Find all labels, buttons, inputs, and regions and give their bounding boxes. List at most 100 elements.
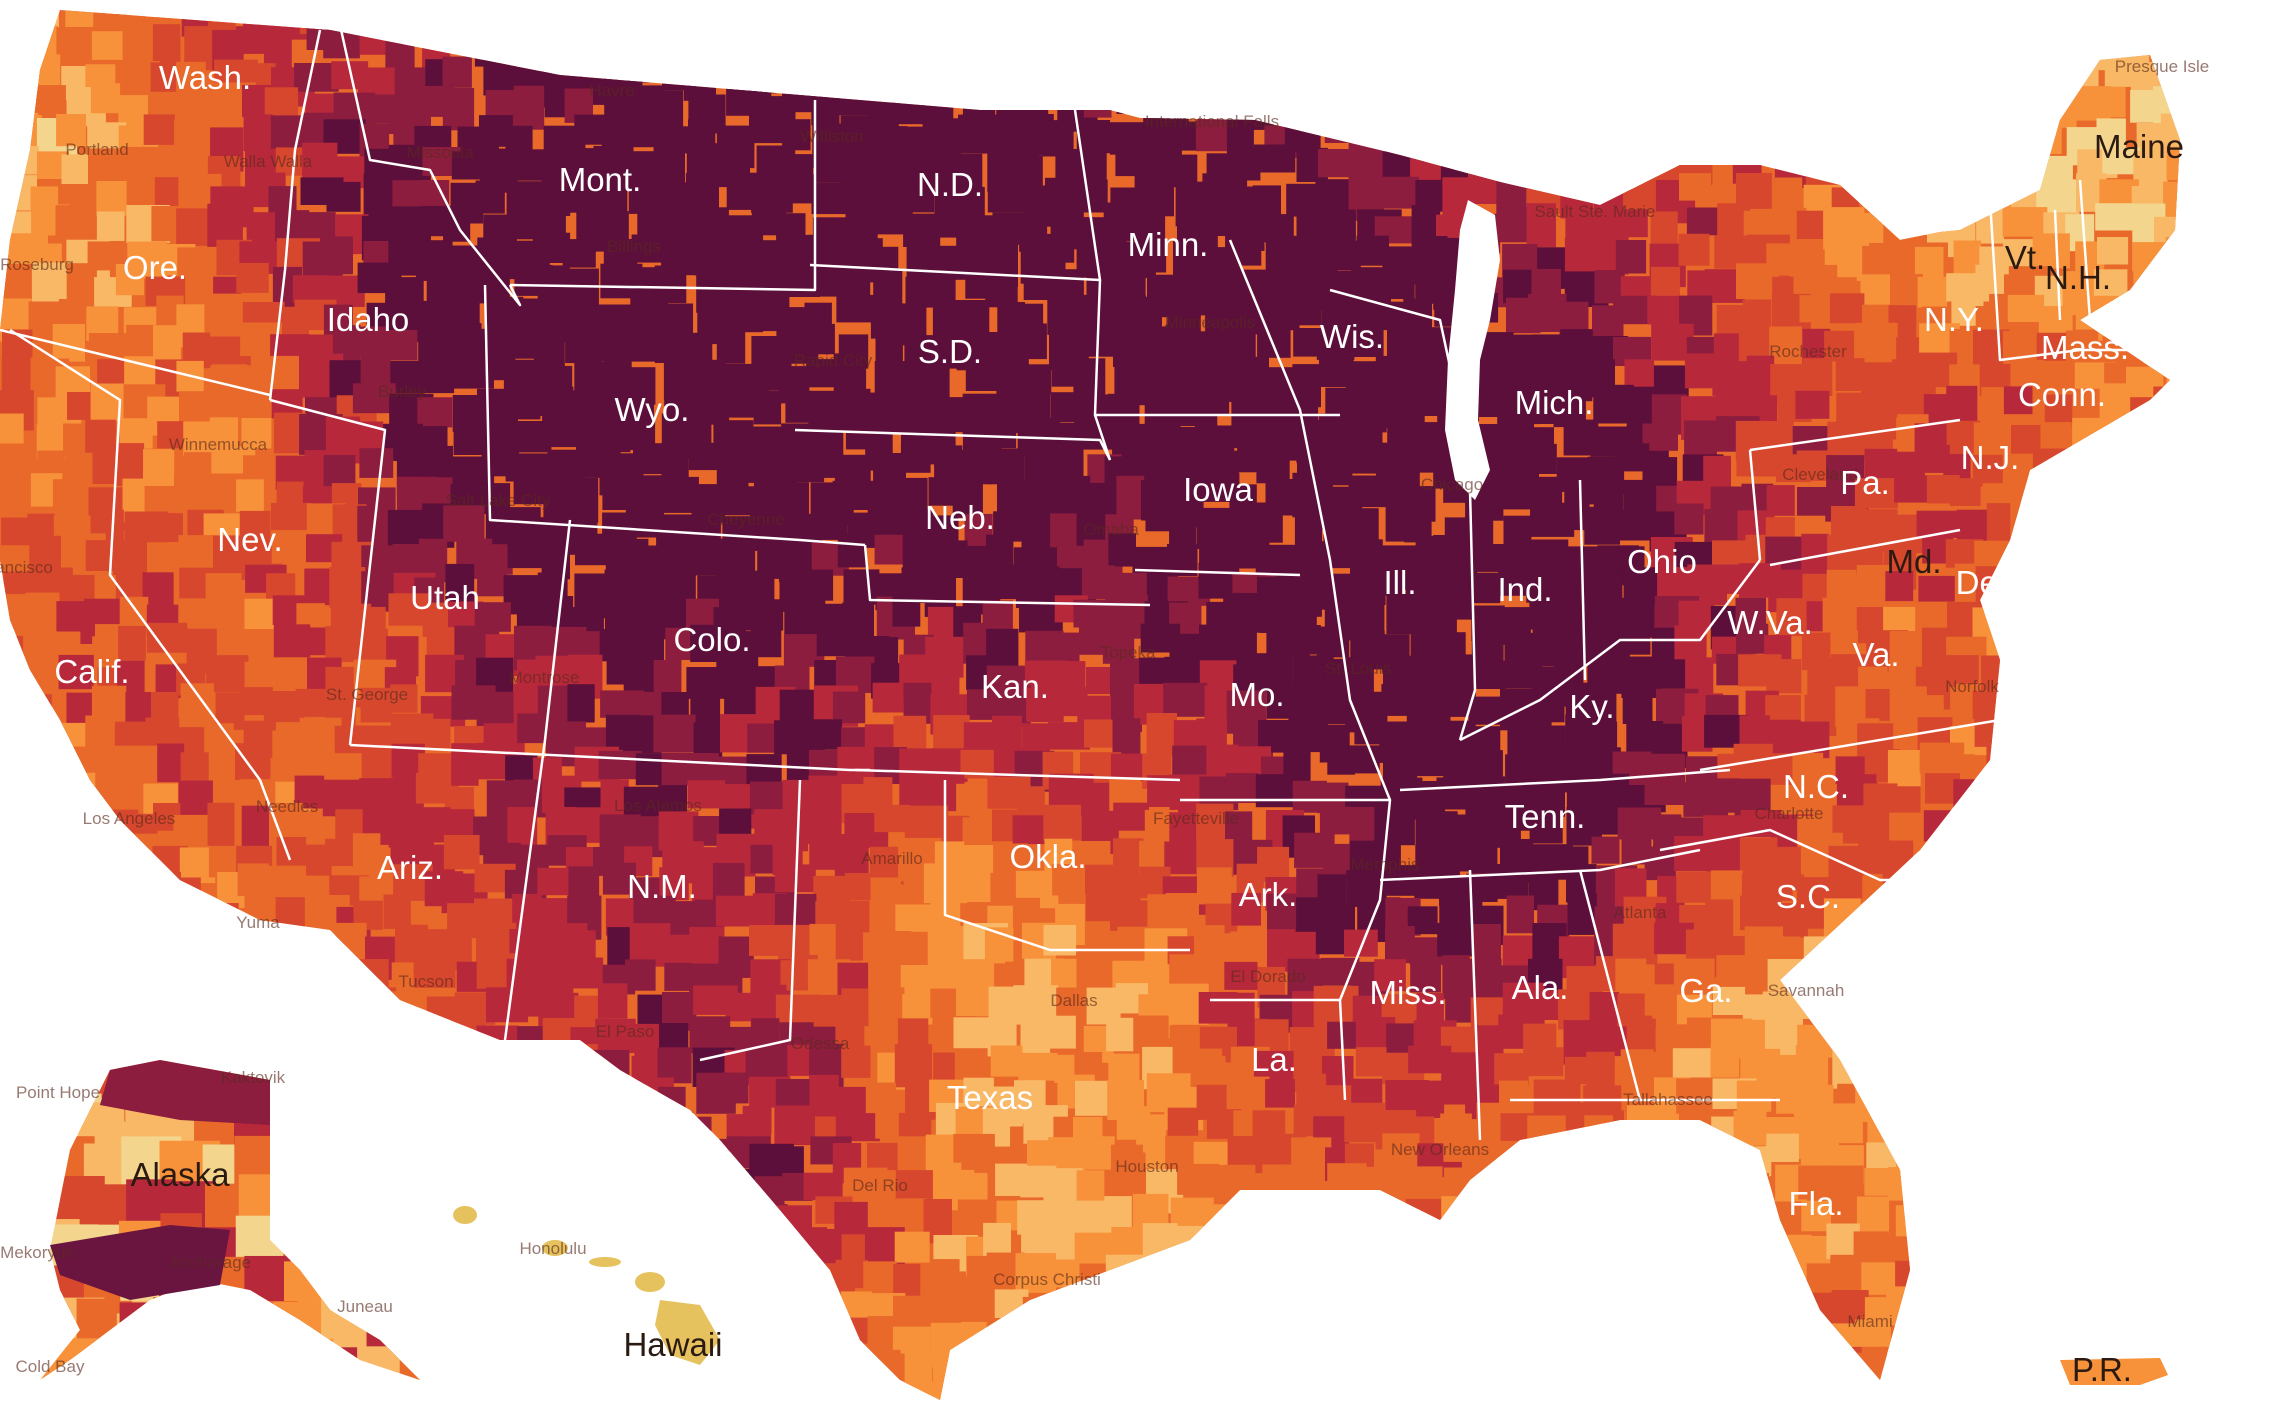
us-county-cell xyxy=(451,151,481,180)
us-county-cell xyxy=(86,992,121,1026)
us-county-cell xyxy=(477,1081,522,1124)
us-county-cell xyxy=(840,31,884,76)
us-county-cell xyxy=(2191,233,2235,264)
us-county-cell xyxy=(569,1115,603,1159)
us-county-cell xyxy=(1860,274,1890,311)
us-county-cell xyxy=(1885,1075,1919,1114)
us-county-cell xyxy=(2071,1074,2104,1118)
us-county-cell xyxy=(2002,207,2048,237)
us-county-cell xyxy=(268,1115,309,1148)
us-county-cell xyxy=(422,1380,451,1400)
us-county-cell xyxy=(330,1049,364,1080)
us-county-cell xyxy=(152,24,181,68)
us-county-cell xyxy=(894,1231,930,1263)
us-county-cell xyxy=(2105,692,2134,732)
us-county-cell xyxy=(1945,936,1978,970)
city-label: Los Angeles xyxy=(83,809,176,828)
us-county-cell xyxy=(1613,510,1655,541)
us-county-cell xyxy=(752,355,783,391)
city-label: Memphis xyxy=(1351,855,1420,874)
us-county-cell xyxy=(745,1045,790,1078)
us-county-cell xyxy=(1972,180,2016,208)
us-county-cell xyxy=(356,1051,401,1083)
us-county-cell xyxy=(29,962,66,1006)
city-label: Houston xyxy=(1115,1157,1178,1176)
us-county-cell xyxy=(2098,1024,2138,1067)
us-county-cell xyxy=(394,1386,423,1400)
alaska-county-cell xyxy=(359,1135,417,1188)
us-county-cell xyxy=(2132,1022,2173,1067)
us-county-cell xyxy=(1977,1263,2014,1293)
us-county-cell xyxy=(1685,657,1714,695)
us-county-cell xyxy=(237,863,269,897)
us-county-cell xyxy=(1260,1293,1289,1338)
us-county-cell xyxy=(7,749,39,791)
alaska-county-cell xyxy=(275,1060,323,1119)
us-county-cell xyxy=(742,1105,772,1134)
us-county-cell xyxy=(53,960,87,1001)
us-county-cell xyxy=(2014,474,2046,514)
us-county-cell xyxy=(751,1018,780,1046)
us-county-cell xyxy=(241,955,271,985)
us-county-cell xyxy=(1379,10,1413,42)
us-county-cell xyxy=(1555,1177,1592,1210)
us-county-cell xyxy=(2124,1282,2154,1323)
city-label: Charlotte xyxy=(1755,804,1824,823)
alaska-county-cell xyxy=(361,1060,406,1113)
us-county-cell xyxy=(485,1195,522,1225)
us-county-cell xyxy=(1924,1354,1966,1382)
state-label-sd: S.D. xyxy=(918,333,982,370)
us-county-cell xyxy=(2190,595,2222,629)
us-county-cell xyxy=(1946,1141,1986,1181)
us-county-cell xyxy=(203,1374,247,1400)
alaska-county-cell xyxy=(247,1378,310,1380)
us-county-cell xyxy=(1285,1164,1319,1196)
us-county-cell xyxy=(389,1283,429,1329)
us-county-cell xyxy=(1536,94,1581,123)
us-county-cell xyxy=(1736,623,1769,654)
us-county-cell xyxy=(508,1133,544,1168)
state-label-nh: N.H. xyxy=(2045,259,2111,296)
us-county-cell xyxy=(1769,326,1802,365)
us-county-cell xyxy=(2033,933,2069,973)
us-county-cell xyxy=(299,1084,328,1118)
us-county-cell xyxy=(1895,96,1934,135)
us-county-cell xyxy=(334,1356,365,1390)
us-county-cell xyxy=(472,10,502,38)
us-county-cell xyxy=(1552,10,1581,32)
us-county-cell xyxy=(2195,1043,2229,1087)
us-county-cell xyxy=(873,268,903,308)
us-county-cell xyxy=(1648,1373,1694,1400)
us-county-cell xyxy=(1916,1173,1951,1217)
us-county-cell xyxy=(1653,1227,1689,1260)
us-county-cell xyxy=(26,25,58,56)
us-county-cell xyxy=(1951,32,1981,69)
us-county-cell xyxy=(1916,1266,1953,1312)
us-county-cell xyxy=(358,1136,399,1180)
us-county-cell xyxy=(1984,863,2026,899)
us-county-cell xyxy=(1862,985,1893,1017)
us-county-cell xyxy=(213,535,252,580)
us-county-cell xyxy=(592,1049,630,1080)
alaska-county-cell xyxy=(363,1212,416,1258)
us-county-cell xyxy=(903,213,941,247)
us-county-cell xyxy=(1888,1167,1920,1201)
us-county-cell xyxy=(953,1352,983,1387)
us-county-cell xyxy=(1225,1289,1266,1334)
us-county-cell xyxy=(840,179,873,214)
us-county-cell xyxy=(2039,360,2072,398)
us-county-cell xyxy=(2033,1133,2069,1162)
us-county-cell xyxy=(1645,659,1689,689)
us-county-cell xyxy=(1506,895,1534,934)
us-county-cell xyxy=(1255,502,1283,543)
us-county-cell xyxy=(562,1164,607,1203)
us-county-cell xyxy=(1286,1203,1324,1233)
us-county-cell xyxy=(2197,330,2230,359)
state-label-oh: Ohio xyxy=(1627,543,1697,580)
us-county-cell xyxy=(1326,10,1366,34)
us-county-cell xyxy=(2163,1237,2180,1279)
us-county-cell xyxy=(299,717,342,756)
us-county-cell xyxy=(415,772,449,804)
us-county-cell xyxy=(2134,1163,2176,1208)
us-county-cell xyxy=(1022,1296,1063,1342)
